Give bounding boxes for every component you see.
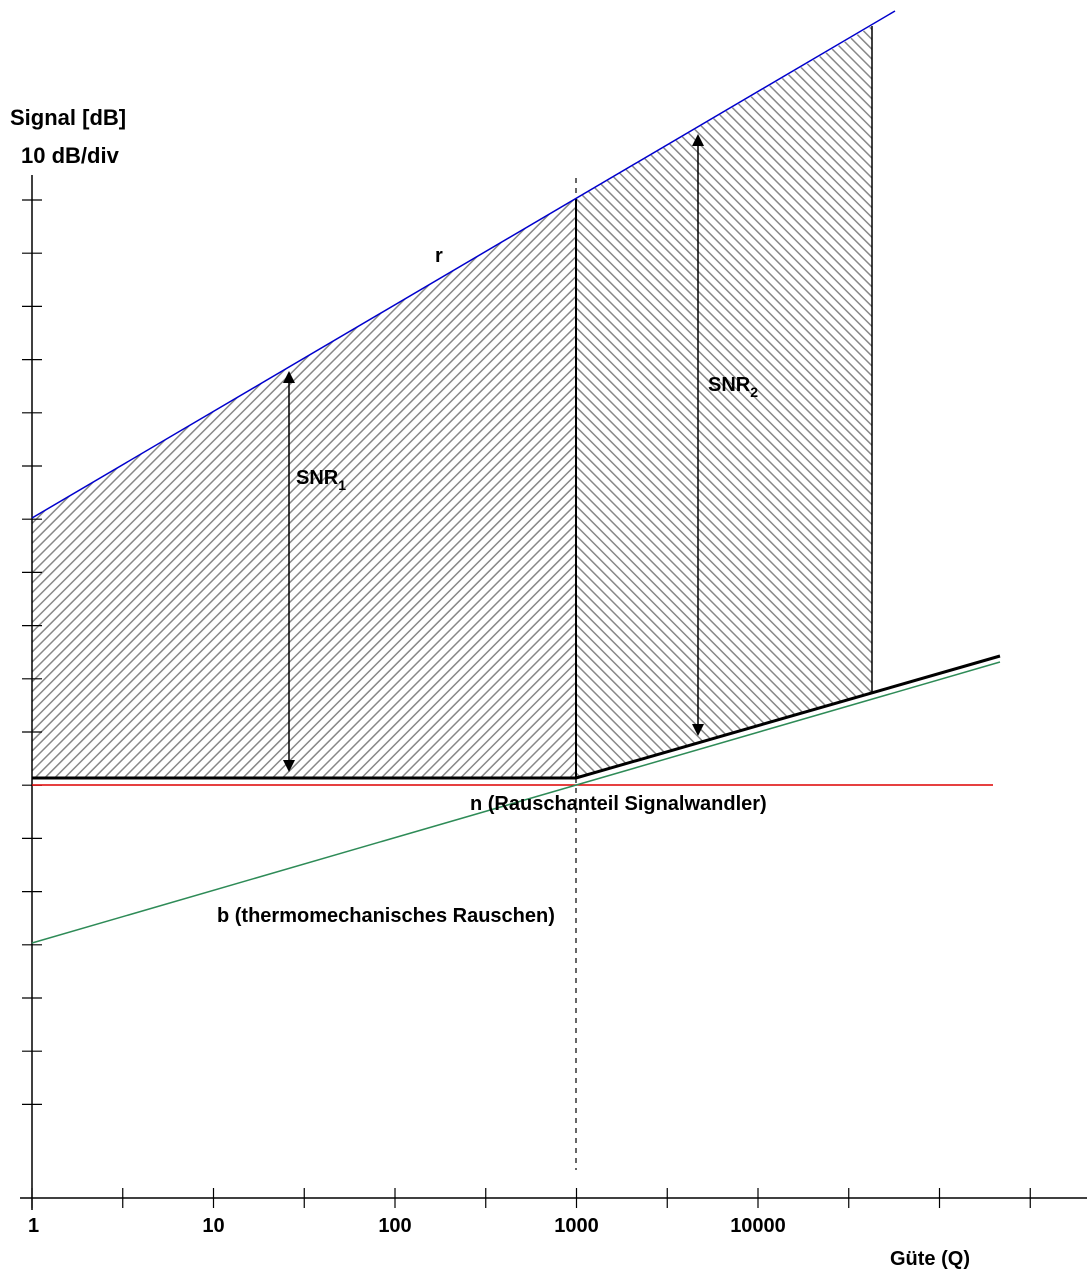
x-tick-label: 10 <box>202 1215 224 1237</box>
snr1-label: SNR1 <box>296 467 346 493</box>
y-axis-ticks <box>22 199 42 1106</box>
snr2-label: SNR2 <box>708 374 758 400</box>
series-signal-r <box>31 10 896 519</box>
x-axis-tick-labels: 1 10 100 1000 10000 <box>28 1215 786 1237</box>
x-axis-title: Güte (Q) <box>890 1248 970 1270</box>
x-tick-label: 1000 <box>554 1215 599 1237</box>
series-total-noise <box>32 654 1001 780</box>
snr1-region <box>32 199 576 778</box>
series-label-thermomechanical-noise: b (thermomechanisches Rauschen) <box>217 905 555 927</box>
x-tick-label: 10000 <box>730 1215 786 1237</box>
series-thermomechanical-noise <box>31 661 1001 944</box>
series-label-r: r <box>435 245 443 267</box>
series-label-transducer-noise: n (Rauschanteil Signalwandler) <box>470 793 767 815</box>
x-axis-ticks <box>31 1188 1031 1208</box>
x-tick-label: 100 <box>378 1215 411 1237</box>
x-tick-label: 1 <box>28 1215 39 1237</box>
y-axis-title: Signal [dB] <box>10 105 126 130</box>
y-axis-scale-label: 10 dB/div <box>21 143 120 168</box>
snr2-region <box>576 26 872 778</box>
